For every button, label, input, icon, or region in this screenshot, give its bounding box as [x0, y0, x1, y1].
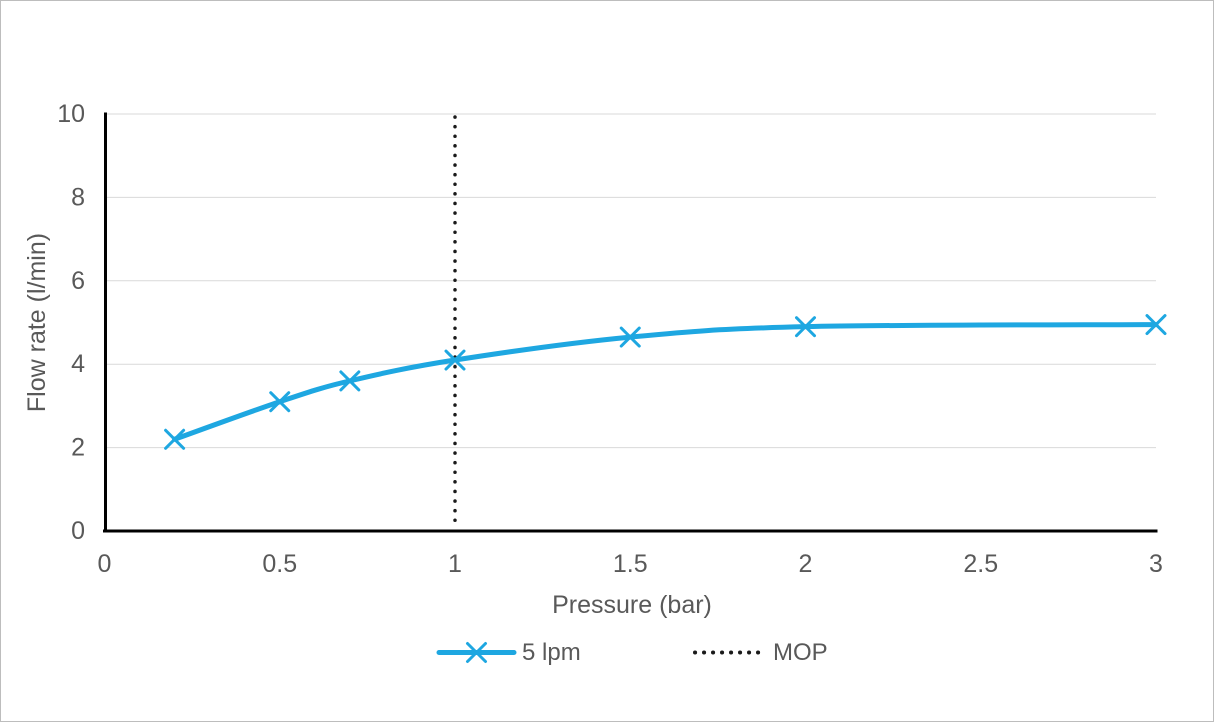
y-axis-title: Flow rate (l/min) [23, 233, 51, 412]
tick-labels-layer: 0 2 4 6 8 10 0 0.5 1 1.5 2 2.5 3 [57, 100, 1163, 578]
series-layer [164, 314, 1167, 450]
data-point-x-marker [444, 349, 466, 371]
data-point-x-marker [164, 428, 186, 450]
x-tick-label: 1 [448, 550, 462, 578]
legend: 5 lpm MOP [436, 639, 828, 666]
x-tick-label: 2 [799, 550, 813, 578]
data-point-x-marker [1145, 314, 1167, 336]
y-tick-label: 4 [71, 350, 85, 378]
data-point-x-marker [795, 316, 816, 338]
y-tick-label: 2 [71, 434, 85, 462]
y-tick-label: 6 [71, 267, 85, 295]
data-point-x-marker [339, 370, 361, 392]
y-tick-label: 10 [57, 100, 85, 128]
x-tick-label: 0.5 [262, 550, 297, 578]
legend-label-series: 5 lpm [522, 639, 581, 666]
x-axis-title: Pressure (bar) [552, 591, 712, 619]
data-point-x-marker [619, 326, 641, 348]
axes-layer [103, 112, 1158, 533]
legend-label-annotation: MOP [773, 639, 828, 666]
legend-item-series: 5 lpm [436, 639, 581, 666]
x-tick-label: 2.5 [963, 550, 998, 578]
legend-item-annotation: MOP [693, 639, 828, 666]
x-tick-label: 0 [98, 550, 112, 578]
data-point-x-marker [269, 391, 291, 413]
y-tick-label: 0 [71, 517, 85, 545]
x-tick-label: 3 [1149, 550, 1163, 578]
series-line-5-lpm [172, 322, 1159, 442]
x-tick-label: 1.5 [613, 550, 648, 578]
gridlines-layer [104, 113, 1156, 449]
legend-series-x-marker-icon [466, 642, 487, 663]
y-tick-label: 8 [71, 183, 85, 211]
